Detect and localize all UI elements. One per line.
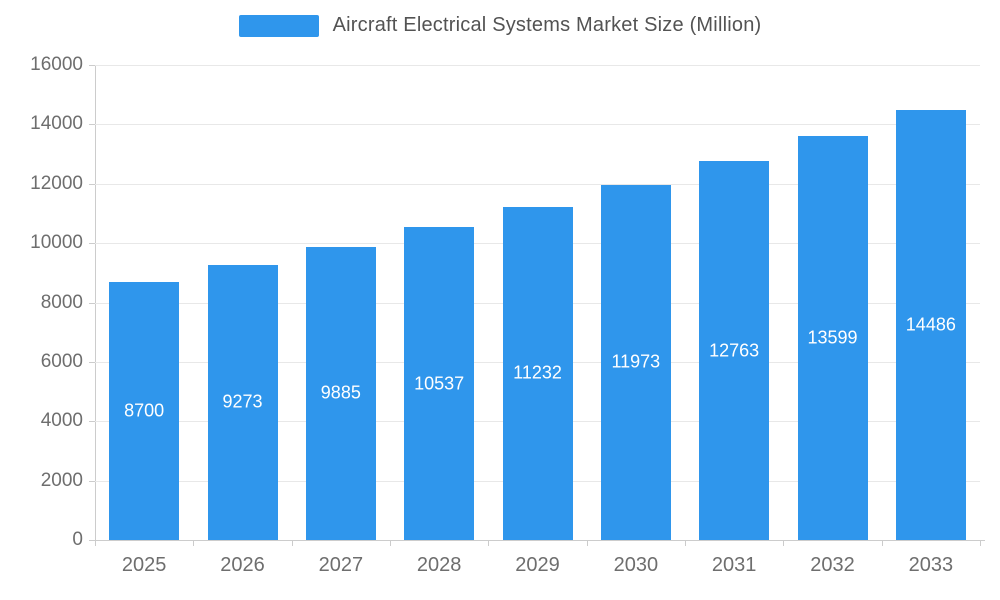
- y-tick-mark: [89, 540, 95, 541]
- x-tick-mark: [685, 540, 686, 546]
- bar-value-label: 12763: [709, 340, 760, 361]
- bar-value-label: 11973: [611, 351, 661, 372]
- y-tick-label: 14000: [30, 113, 83, 135]
- y-tick-mark: [89, 421, 95, 423]
- x-tick-label: 2033: [908, 554, 954, 576]
- y-tick-mark: [89, 361, 95, 363]
- x-tick-mark: [95, 540, 96, 546]
- x-axis: [90, 540, 985, 541]
- y-tick-mark: [89, 302, 95, 304]
- bar-value-label: 9273: [222, 391, 263, 412]
- x-tick-mark: [390, 540, 391, 546]
- bar[interactable]: 9273: [207, 264, 278, 540]
- bar-value-label: 8700: [124, 400, 165, 421]
- legend: Aircraft Electrical Systems Market Size …: [0, 14, 1000, 37]
- bar[interactable]: 13599: [797, 136, 868, 540]
- x-tick-label: 2026: [220, 554, 265, 576]
- y-tick-label: 2000: [40, 469, 83, 491]
- y-tick-label: 6000: [40, 350, 83, 372]
- bar[interactable]: 11232: [502, 206, 573, 540]
- x-tick-label: 2032: [810, 554, 855, 576]
- x-tick-label: 2028: [416, 554, 462, 576]
- x-tick-mark: [586, 540, 588, 546]
- x-tick-mark: [291, 540, 293, 546]
- bar-value-label: 14486: [905, 314, 956, 335]
- x-tick-mark: [980, 540, 981, 546]
- x-tick-mark: [783, 540, 785, 546]
- x-tick-mark: [488, 540, 490, 546]
- y-tick-mark: [89, 124, 95, 126]
- y-tick-mark: [89, 65, 95, 66]
- y-tick-label: 8000: [40, 291, 83, 313]
- bar-value-label: 10537: [414, 373, 465, 394]
- bar-value-label: 11232: [513, 362, 562, 383]
- legend-swatch[interactable]: [238, 14, 319, 37]
- y-tick-mark: [89, 183, 95, 185]
- y-tick-mark: [89, 480, 95, 482]
- bar-value-label: 9885: [320, 382, 361, 403]
- gridline: [95, 124, 980, 126]
- x-tick-label: 2031: [711, 554, 757, 576]
- bar[interactable]: 8700: [109, 281, 180, 540]
- bar-value-label: 13599: [807, 327, 858, 348]
- y-tick-mark: [89, 243, 95, 245]
- gridline: [95, 183, 980, 185]
- x-tick-mark: [193, 540, 195, 546]
- y-tick-label: 4000: [40, 410, 83, 432]
- bar[interactable]: 9885: [305, 246, 376, 540]
- y-tick-label: 0: [72, 529, 83, 550]
- x-tick-label: 2025: [121, 554, 167, 576]
- x-tick-label: 2029: [515, 554, 560, 576]
- gridline: [95, 65, 980, 66]
- y-tick-label: 16000: [30, 54, 83, 75]
- y-tick-label: 10000: [30, 232, 83, 254]
- bar[interactable]: 12763: [699, 161, 770, 540]
- chart-title: Aircraft Electrical Systems Market Size …: [332, 14, 762, 36]
- x-tick-label: 2027: [318, 554, 364, 576]
- x-tick-label: 2030: [613, 554, 659, 576]
- bar[interactable]: 10537: [404, 227, 475, 540]
- plot-area: 8700 9273 9885 10537 11232 11973 12763 13599 144…: [95, 65, 980, 540]
- bar[interactable]: 14486: [895, 109, 966, 540]
- y-tick-label: 12000: [30, 172, 83, 194]
- bar[interactable]: 11973: [600, 184, 671, 540]
- x-tick-mark: [881, 540, 883, 546]
